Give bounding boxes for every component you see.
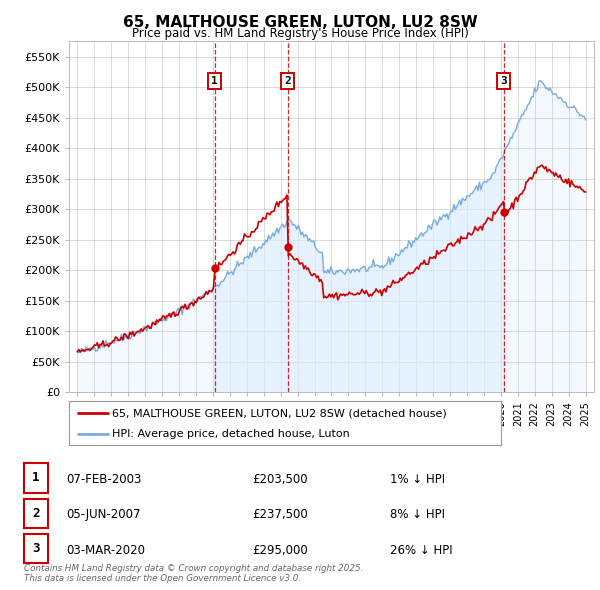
Text: 3: 3 xyxy=(500,76,507,86)
Text: 07-FEB-2003: 07-FEB-2003 xyxy=(66,473,142,486)
Text: 26% ↓ HPI: 26% ↓ HPI xyxy=(390,543,452,557)
Text: 3: 3 xyxy=(32,542,40,555)
Text: HPI: Average price, detached house, Luton: HPI: Average price, detached house, Luto… xyxy=(112,428,350,438)
Text: 1: 1 xyxy=(211,76,218,86)
Text: Contains HM Land Registry data © Crown copyright and database right 2025.
This d: Contains HM Land Registry data © Crown c… xyxy=(24,563,364,583)
Text: £203,500: £203,500 xyxy=(252,473,308,486)
Text: 1: 1 xyxy=(32,471,40,484)
Text: 1% ↓ HPI: 1% ↓ HPI xyxy=(390,473,445,486)
Text: 65, MALTHOUSE GREEN, LUTON, LU2 8SW (detached house): 65, MALTHOUSE GREEN, LUTON, LU2 8SW (det… xyxy=(112,408,447,418)
Text: 05-JUN-2007: 05-JUN-2007 xyxy=(66,508,140,522)
Text: 2: 2 xyxy=(32,507,40,520)
Text: 2: 2 xyxy=(284,76,292,86)
Text: 65, MALTHOUSE GREEN, LUTON, LU2 8SW: 65, MALTHOUSE GREEN, LUTON, LU2 8SW xyxy=(122,15,478,30)
Text: 8% ↓ HPI: 8% ↓ HPI xyxy=(390,508,445,522)
Text: Price paid vs. HM Land Registry's House Price Index (HPI): Price paid vs. HM Land Registry's House … xyxy=(131,27,469,40)
Text: £295,000: £295,000 xyxy=(252,543,308,557)
Text: 03-MAR-2020: 03-MAR-2020 xyxy=(66,543,145,557)
Text: £237,500: £237,500 xyxy=(252,508,308,522)
